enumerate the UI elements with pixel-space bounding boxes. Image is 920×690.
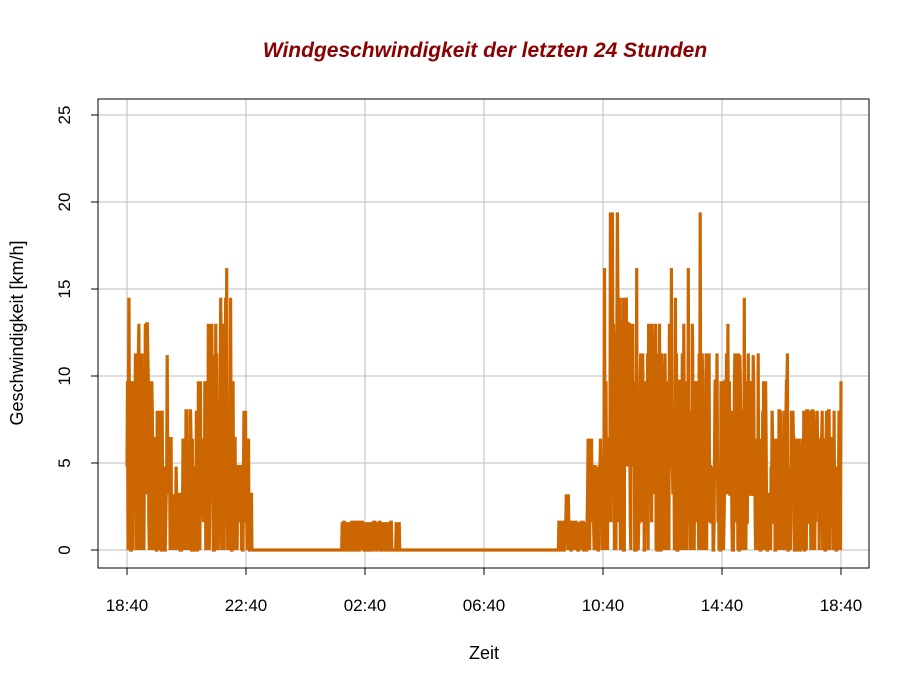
x-tick-label: 10:40 bbox=[582, 596, 625, 615]
y-tick-label: 25 bbox=[55, 106, 74, 125]
y-tick-label: 15 bbox=[55, 280, 74, 299]
y-tick-label: 5 bbox=[55, 458, 74, 467]
x-axis: 18:40 22:40 02:40 06:40 10:40 14:40 18:40 bbox=[106, 567, 863, 615]
y-axis: 0 5 10 15 20 25 bbox=[55, 106, 99, 555]
y-axis-label: Geschwindigkeit [km/h] bbox=[7, 240, 27, 425]
x-tick-label: 02:40 bbox=[344, 596, 387, 615]
y-tick-label: 10 bbox=[55, 367, 74, 386]
y-tick-label: 20 bbox=[55, 193, 74, 212]
x-tick-label: 18:40 bbox=[106, 596, 149, 615]
series-line-wind-speed bbox=[125, 212, 843, 552]
x-tick-label: 06:40 bbox=[463, 596, 506, 615]
x-tick-label: 22:40 bbox=[225, 596, 268, 615]
chart-title: Windgeschwindigkeit der letzten 24 Stund… bbox=[263, 39, 707, 62]
x-tick-label: 18:40 bbox=[820, 596, 863, 615]
y-tick-label: 0 bbox=[55, 545, 74, 554]
x-tick-label: 14:40 bbox=[701, 596, 744, 615]
x-axis-label: Zeit bbox=[469, 643, 499, 663]
series-layer bbox=[125, 212, 843, 552]
